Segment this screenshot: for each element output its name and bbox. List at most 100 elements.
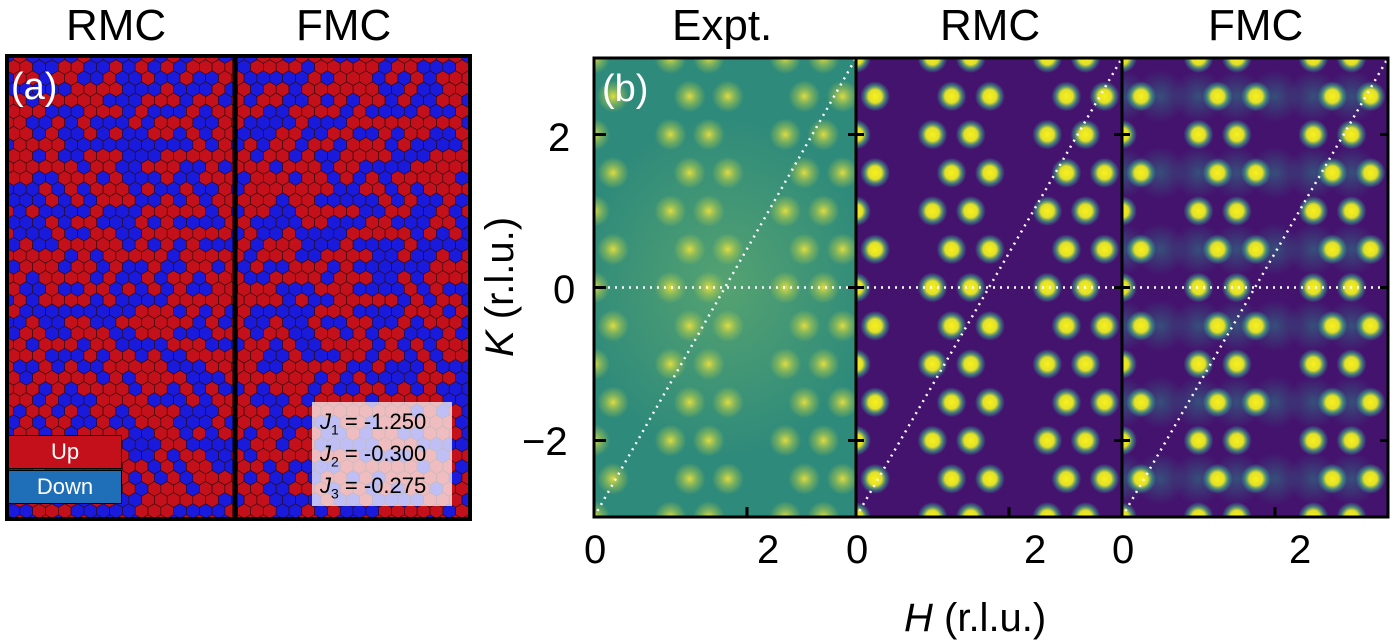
- diffuse-peak: [769, 118, 802, 151]
- diffuse-peak: [540, 501, 572, 533]
- bragg-peak: [1336, 425, 1367, 456]
- bragg-peak: [1298, 272, 1329, 303]
- bragg-peak: [1221, 196, 1252, 226]
- bragg-peak: [936, 310, 967, 341]
- spin-up-cell: [488, 404, 501, 419]
- bragg-peak: [1183, 58, 1214, 73]
- bragg-peak: [1122, 502, 1137, 517]
- spin-up-cell: [494, 415, 507, 430]
- bragg-peak: [1126, 234, 1157, 265]
- spin-up-cell: [494, 482, 507, 497]
- diffuse-peak: [807, 501, 840, 517]
- bragg-peak: [1240, 387, 1271, 418]
- spin-down-cell: [33, 526, 46, 541]
- spin-down-cell: [84, 526, 97, 541]
- bragg-peak: [860, 310, 891, 341]
- spin-up-cell: [238, 526, 251, 541]
- diffuse-peak: [559, 80, 591, 112]
- diffuse-peak: [769, 195, 802, 227]
- bragg-peak: [1355, 387, 1386, 418]
- spin-down-cell: [488, 160, 501, 175]
- bragg-peak: [974, 463, 1005, 494]
- bragg-peak: [1122, 196, 1137, 226]
- spin-down-cell: [481, 371, 494, 386]
- spin-up-cell: [494, 526, 507, 541]
- diffuse-peak: [769, 501, 802, 517]
- bragg-peak: [1183, 272, 1214, 303]
- diffuse-peak: [807, 271, 840, 304]
- diffuse-peak: [597, 156, 630, 189]
- diffuse-peak: [673, 156, 706, 189]
- diffuse-peak: [597, 233, 630, 266]
- spin-up-cell: [315, 526, 328, 541]
- spin-up-cell: [481, 126, 494, 141]
- bragg-peak: [860, 234, 891, 265]
- bragg-peak: [1032, 119, 1063, 150]
- spin-down-cell: [174, 526, 187, 541]
- bragg-peak: [917, 272, 948, 303]
- bragg-peak: [1032, 425, 1063, 456]
- diffuse-peak: [692, 501, 725, 517]
- bragg-peak: [955, 196, 986, 226]
- spin-up-cell: [475, 426, 488, 441]
- coupling-j1: J1 = -1.250: [320, 409, 427, 438]
- bragg-peak: [1221, 119, 1252, 150]
- bragg-peak: [955, 272, 986, 303]
- bragg-peak: [1355, 234, 1386, 265]
- bragg-peak: [1070, 502, 1101, 517]
- coupling-box: J1 = -1.250 J2 = -0.300 J3 = -0.275: [312, 402, 452, 506]
- bragg-peak: [1336, 502, 1367, 517]
- bragg-peak: [1051, 81, 1082, 112]
- spin-down-cell: [494, 393, 507, 408]
- bragg-peak: [1317, 157, 1348, 188]
- bragg-peak: [936, 157, 967, 188]
- diffuse-peak: [788, 80, 821, 113]
- diffuse-peak: [597, 386, 630, 419]
- bragg-peak: [974, 387, 1005, 418]
- spin-up-cell: [475, 160, 488, 175]
- spin-down-cell: [148, 526, 161, 541]
- diffuse-peak: [826, 156, 856, 189]
- bragg-peak: [1089, 310, 1120, 341]
- spin-down-cell: [327, 526, 340, 541]
- diagonal-guide: [854, 57, 1124, 518]
- diffuse-peak: [654, 424, 687, 457]
- bragg-peak: [1202, 387, 1233, 418]
- bragg-peak: [1051, 310, 1082, 341]
- bragg-peak: [1336, 349, 1367, 379]
- bragg-peak: [1070, 58, 1101, 73]
- spin-up-cell: [110, 526, 123, 541]
- bragg-peak: [1051, 463, 1082, 494]
- diffuse-peak: [692, 271, 725, 304]
- bragg-peak: [860, 157, 891, 188]
- spin-down-cell: [58, 526, 71, 541]
- bragg-peak: [936, 234, 967, 265]
- bragg-peak: [1202, 463, 1233, 494]
- spin-up-cell: [475, 71, 488, 86]
- bragg-peak: [1032, 58, 1063, 73]
- bragg-peak: [1240, 81, 1271, 112]
- spin-down-cell: [481, 104, 494, 119]
- spin-down-cell: [475, 382, 488, 397]
- diffuse-peak: [711, 233, 744, 266]
- spin-up-cell: [488, 493, 501, 508]
- x-tick-2-rmc: 2: [1024, 528, 1047, 572]
- bragg-peak: [1355, 81, 1386, 112]
- x-tick-2-expt: 2: [757, 528, 780, 572]
- diffuse-peak: [826, 233, 856, 266]
- spin-down-cell: [468, 526, 481, 541]
- x-tick-2-fmc: 2: [1289, 528, 1312, 572]
- bragg-peak: [1202, 234, 1233, 265]
- diffuse-peak: [597, 80, 630, 113]
- spin-down-cell: [186, 526, 199, 541]
- diffuse-peak: [769, 424, 802, 457]
- spin-down-cell: [366, 526, 379, 541]
- spin-up-cell: [161, 526, 174, 541]
- diffuse-peak: [673, 386, 706, 419]
- bragg-peak: [955, 119, 986, 150]
- diffuse-peak: [654, 501, 687, 517]
- coupling-j2: J2 = -0.300: [320, 441, 427, 470]
- spin-up-cell: [488, 115, 501, 130]
- bragg-peak: [1240, 463, 1271, 494]
- bragg-peak: [1202, 81, 1233, 112]
